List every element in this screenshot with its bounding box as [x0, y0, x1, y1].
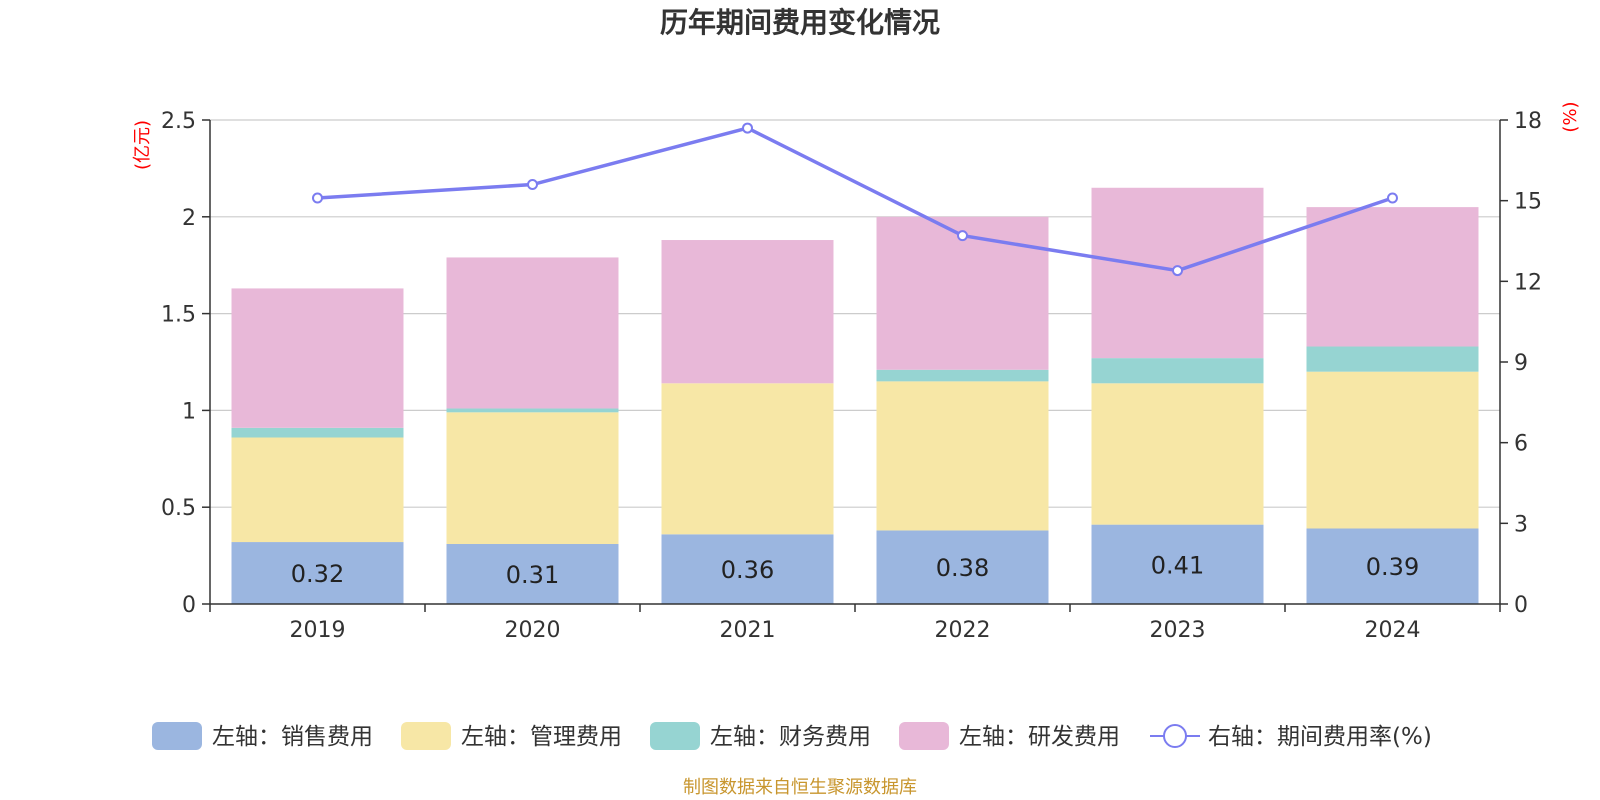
x-tick-label: 2020	[505, 618, 561, 643]
x-tick-label: 2023	[1150, 618, 1206, 643]
left-axis-unit: (亿元)	[132, 120, 153, 170]
grid	[210, 119, 1500, 508]
bar-segment	[661, 534, 834, 604]
bar-data-label: 0.31	[506, 561, 559, 589]
x-tick-label: 2019	[290, 618, 346, 643]
bar-segment	[1306, 207, 1479, 347]
legend-label: 右轴：期间费用率(%)	[1208, 724, 1432, 750]
rate-point	[1172, 265, 1183, 277]
rate-line-path	[317, 126, 1394, 273]
legend-label: 左轴：财务费用	[710, 724, 871, 750]
bar-segment	[231, 427, 404, 438]
bar-segment	[1306, 371, 1479, 529]
x-tick-label: 2024	[1365, 618, 1421, 643]
x-tick-label: 2022	[935, 618, 991, 643]
bar-segment	[446, 408, 619, 413]
left-tick-label: 2.5	[161, 109, 196, 134]
left-tick-label: 0.5	[161, 496, 196, 521]
rate-point	[1387, 192, 1398, 204]
bar-segment	[231, 437, 404, 543]
legend-marker	[1163, 724, 1187, 748]
bar-segment	[876, 381, 1049, 531]
right-tick-label: 6	[1514, 432, 1528, 457]
left-tick-label: 1.5	[161, 303, 196, 328]
bar-segment	[446, 412, 619, 544]
right-tick-label: 9	[1514, 351, 1528, 376]
chart-title: 历年期间费用变化情况	[660, 6, 940, 39]
legend-swatch	[650, 722, 700, 750]
rate-point	[742, 122, 753, 134]
bar-segment	[876, 369, 1049, 382]
legend-swatch	[152, 722, 202, 750]
legend-label: 左轴：销售费用	[212, 724, 373, 750]
left-tick-label: 1	[182, 399, 196, 424]
bar-segment	[446, 543, 619, 604]
legend-swatch	[401, 722, 451, 750]
right-tick-label: 15	[1514, 190, 1542, 215]
legend-label: 左轴：研发费用	[959, 724, 1120, 750]
right-axis-unit: (%)	[1560, 101, 1581, 132]
bars: 0.32 0.31 0.36 0.38 0.41 0.39	[231, 187, 1479, 604]
bar-data-label: 0.38	[936, 554, 989, 582]
bar-data-label: 0.36	[721, 556, 774, 584]
bar-data-label: 0.41	[1151, 551, 1204, 579]
bar-segment	[1306, 528, 1479, 604]
legend-label: 左轴：管理费用	[461, 724, 622, 750]
bar-segment	[231, 542, 404, 604]
bar-segment	[1091, 358, 1264, 384]
right-tick-label: 3	[1514, 512, 1528, 537]
bar-segment	[661, 240, 834, 384]
bar-segment	[876, 216, 1049, 370]
right-tick-label: 12	[1514, 270, 1542, 295]
legend-swatch	[899, 722, 949, 750]
bar-segment	[1306, 346, 1479, 372]
x-tick-label: 2021	[720, 618, 776, 643]
data-source: 制图数据来自恒生聚源数据库	[683, 777, 917, 798]
bar-segment	[1091, 524, 1264, 604]
left-tick-label: 2	[182, 206, 196, 231]
rate-point	[957, 230, 968, 242]
bar-segment	[1091, 383, 1264, 525]
right-tick-label: 0	[1514, 593, 1528, 618]
bar-data-label: 0.39	[1366, 553, 1419, 581]
right-tick-label: 18	[1514, 109, 1542, 134]
rate-line	[312, 122, 1398, 277]
bar-segment	[876, 530, 1049, 604]
bar-data-label: 0.32	[291, 560, 344, 588]
legend: 左轴：销售费用 左轴：管理费用 左轴：财务费用 左轴：研发费用 右轴：期间费用率(%)	[152, 722, 1432, 750]
left-tick-label: 0	[182, 593, 196, 618]
bar-segment	[661, 383, 834, 535]
rate-point	[312, 192, 323, 204]
bar-segment	[231, 288, 404, 428]
rate-point	[527, 179, 538, 191]
axes: 0 0.5 1 1.5 2 2.5 0 3 6 9 12 15 18 2019 2020 2021 2022 20…	[161, 109, 1542, 643]
bar-segment	[446, 257, 619, 409]
